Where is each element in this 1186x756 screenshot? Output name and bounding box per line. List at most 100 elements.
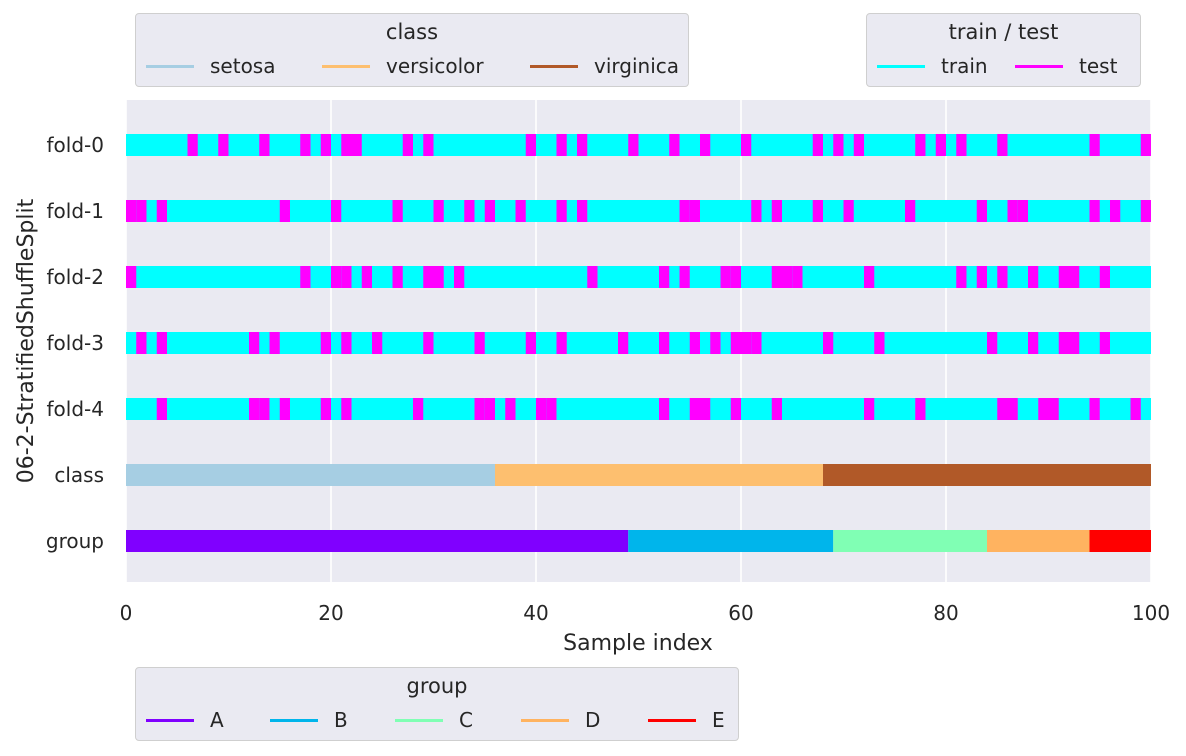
bars <box>126 134 1151 552</box>
fold-2-test-17 <box>300 266 311 288</box>
fold-2-test-83 <box>976 266 987 288</box>
fold-0-test-27 <box>402 134 413 156</box>
fold-1-test-26 <box>392 200 403 222</box>
fold-2-test-91 <box>1058 266 1069 288</box>
fold-3-test-73 <box>874 332 885 354</box>
legend-class: class setosa versicolor virginica <box>135 13 689 87</box>
fold-1-test-35 <box>484 200 495 222</box>
fold-3-test-29 <box>423 332 434 354</box>
fold-2-test-32 <box>454 266 465 288</box>
fold-2-test-65 <box>792 266 803 288</box>
fold-3-test-57 <box>710 332 721 354</box>
x-tick-label-40: 40 <box>523 601 548 625</box>
fold-1-test-15 <box>279 200 290 222</box>
y-tick-label-fold-0: fold-0 <box>47 133 104 157</box>
fold-1-test-86 <box>1007 200 1018 222</box>
fold-4-test-59 <box>730 398 741 420</box>
fold-4-train <box>126 398 1151 420</box>
fold-3-test-68 <box>823 332 834 354</box>
legend-swatch <box>530 64 578 68</box>
fold-1-test-1 <box>136 200 147 222</box>
y-axis-label: 06-2-StratifiedShuffleSplit <box>14 198 39 483</box>
fold-4-test-41 <box>546 398 557 420</box>
fold-3-test-95 <box>1099 332 1110 354</box>
y-tick-label-fold-1: fold-1 <box>47 199 104 223</box>
fold-3-test-42 <box>556 332 567 354</box>
fold-1-test-94 <box>1089 200 1100 222</box>
legend-label: train <box>941 54 988 78</box>
x-tick-label-80: 80 <box>933 601 958 625</box>
fold-4-test-35 <box>484 398 495 420</box>
fold-0-test-94 <box>1089 134 1100 156</box>
fold-1-test-70 <box>843 200 854 222</box>
group-segment-A <box>126 530 629 552</box>
legend-title: train / test <box>948 20 1059 44</box>
fold-0-test-85 <box>997 134 1008 156</box>
fold-3-test-3 <box>156 332 167 354</box>
legend-label: test <box>1079 54 1118 78</box>
fold-0-test-69 <box>833 134 844 156</box>
legend-label: A <box>210 708 224 732</box>
fold-0-test-49 <box>628 134 639 156</box>
class-segment-virginica <box>823 464 1151 486</box>
fold-0-test-29 <box>423 134 434 156</box>
legend-entry-versicolor: versicolor <box>322 52 484 80</box>
fold-4-test-98 <box>1130 398 1141 420</box>
fold-2-train <box>126 266 1151 288</box>
fold-1-test-3 <box>156 200 167 222</box>
group-segment-E <box>1089 530 1151 552</box>
fold-1-test-76 <box>905 200 916 222</box>
fold-1-test-63 <box>771 200 782 222</box>
legend-label: virginica <box>594 54 679 78</box>
legend-swatch <box>322 64 370 68</box>
fold-2-test-21 <box>341 266 352 288</box>
fold-4-test-21 <box>341 398 352 420</box>
y-tick-label-fold-2: fold-2 <box>47 265 104 289</box>
legend-entry-a: A <box>146 706 224 734</box>
fold-4-test-52 <box>659 398 670 420</box>
fold-4-test-19 <box>320 398 331 420</box>
fold-0-test-56 <box>700 134 711 156</box>
x-tick-labels: 0 20 40 60 80 100 <box>120 601 1170 625</box>
legend-label: D <box>585 708 601 732</box>
fold-1-test-33 <box>464 200 475 222</box>
fold-3-test-19 <box>320 332 331 354</box>
fold-0-test-19 <box>320 134 331 156</box>
fold-3-test-1 <box>136 332 147 354</box>
fold-0-test-60 <box>741 134 752 156</box>
fold-2-test-52 <box>659 266 670 288</box>
fold-1-test-67 <box>812 200 823 222</box>
legend-swatch <box>146 718 194 722</box>
fold-1-test-96 <box>1110 200 1121 222</box>
legend-swatch <box>877 64 925 68</box>
fold-4-test-28 <box>413 398 424 420</box>
fold-4-test-94 <box>1089 398 1100 420</box>
fold-1-test-38 <box>515 200 526 222</box>
legend-group: group A B C D E <box>135 667 739 741</box>
legend-label: E <box>712 708 725 732</box>
fold-4-test-34 <box>474 398 485 420</box>
x-tick-label-20: 20 <box>318 601 343 625</box>
y-tick-label-fold-4: fold-4 <box>47 397 104 421</box>
fold-2-test-72 <box>864 266 875 288</box>
fold-1-test-54 <box>679 200 690 222</box>
fold-0-test-79 <box>935 134 946 156</box>
fold-0-test-71 <box>853 134 864 156</box>
fold-2-test-45 <box>587 266 598 288</box>
legend-label: B <box>334 708 348 732</box>
fold-4-test-63 <box>771 398 782 420</box>
fold-4-test-72 <box>864 398 875 420</box>
fold-4-test-55 <box>689 398 700 420</box>
fold-0-test-13 <box>259 134 270 156</box>
fold-0-test-81 <box>956 134 967 156</box>
legend-label: versicolor <box>386 54 484 78</box>
fold-0-test-22 <box>351 134 362 156</box>
fold-4-test-56 <box>700 398 711 420</box>
group-segment-B <box>628 530 834 552</box>
fold-3-test-48 <box>618 332 629 354</box>
fold-0-test-67 <box>812 134 823 156</box>
group-segment-D <box>987 530 1090 552</box>
fold-3-test-84 <box>987 332 998 354</box>
x-tick-label-100: 100 <box>1132 601 1170 625</box>
fold-1-test-87 <box>1017 200 1028 222</box>
